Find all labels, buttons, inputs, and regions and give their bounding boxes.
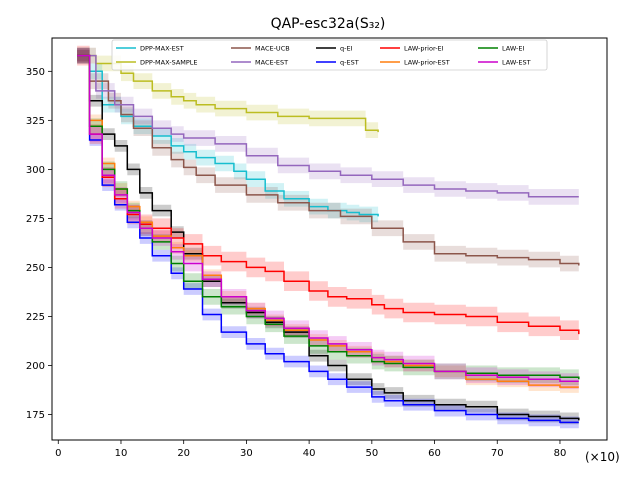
chart-title: QAP-esc32a(S₃₂) [271,16,386,32]
legend-label-q-est: q-EST [340,59,359,67]
x-tick-label: 80 [554,448,567,459]
series-lines [77,54,580,424]
band-mace-ucb [77,47,579,274]
legend-label-q-ei: q-EI [340,45,353,53]
y-tick-label: 175 [26,410,45,421]
y-axis: 175 200 225 250 275 300 325 350 [26,67,52,421]
band-dpp-max-est [77,47,379,225]
y-tick-label: 275 [26,214,45,225]
series-line-q-est [77,54,579,424]
x-tick-label: 20 [177,448,190,459]
series-line-law-prior-ei [77,54,580,335]
x-tick-label: 10 [115,448,128,459]
x-axis-multiplier: (×10) [585,450,620,464]
y-tick-label: 325 [26,116,45,127]
legend-box [111,39,548,71]
legend-label-mace-ucb: MACE-UCB [255,45,290,53]
series-line-dpp-max-sample [77,54,379,133]
legend-label-law-est: LAW-EST [502,59,531,67]
y-tick-label: 300 [26,165,45,176]
x-axis: 0 10 20 30 40 50 60 70 80 [55,440,566,459]
y-tick-label: 250 [26,263,45,274]
legend-label-dpp-max-est: DPP-MAX-EST [140,45,184,53]
legend: DPP-MAX-EST DPP-MAX-SAMPLE MACE-UCB MACE-ES… [111,39,548,71]
y-tick-label: 350 [26,67,45,78]
series-line-mace-est [77,54,579,198]
y-tick-label: 225 [26,312,45,323]
x-tick-label: 70 [491,448,504,459]
band-mace-est [77,47,579,205]
legend-label-mace-est: MACE-EST [255,59,288,67]
legend-label-dpp-max-sample: DPP-MAX-SAMPLE [140,59,198,67]
x-tick-label: 0 [55,448,61,459]
x-tick-label: 60 [428,448,441,459]
x-tick-label: 50 [365,448,378,459]
legend-label-law-ei: LAW-EI [502,45,524,53]
legend-label-law-prior-est: LAW-prior-EST [404,59,450,67]
x-tick-label: 40 [303,448,316,459]
plot-frame [51,37,608,441]
y-tick-label: 200 [26,361,45,372]
series-line-law-est [77,54,579,382]
x-tick-label: 30 [240,448,253,459]
legend-label-law-prior-ei: LAW-prior-EI [404,45,444,53]
